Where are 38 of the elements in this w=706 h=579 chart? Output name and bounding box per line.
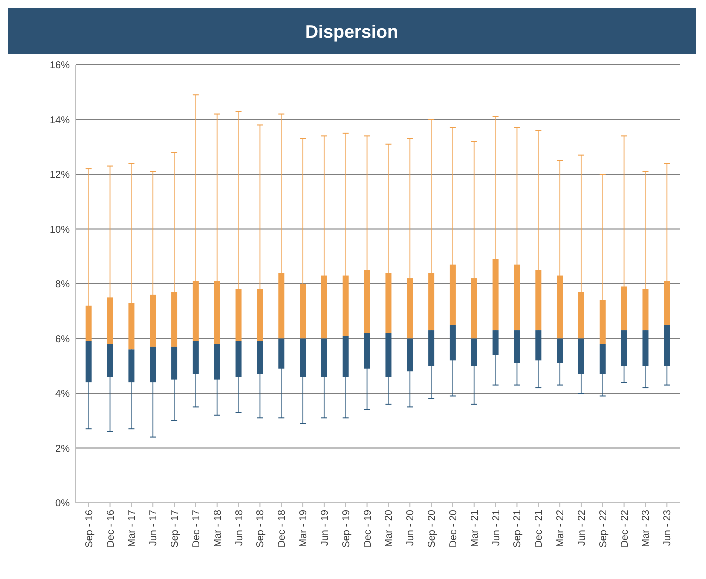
chart-title: Dispersion <box>305 22 399 42</box>
y-tick-label: 14% <box>50 115 70 126</box>
y-tick-label: 2% <box>56 444 70 455</box>
x-tick-label: Sep - 17 <box>170 510 182 548</box>
y-tick-label: 6% <box>56 334 70 346</box>
x-tick-label: Mar - 22 <box>556 510 567 548</box>
x-tick-label: Jun - 22 <box>576 510 588 546</box>
x-tick-label: Sep - 21 <box>512 510 524 548</box>
x-tick-label: Mar - 18 <box>212 510 224 548</box>
y-tick-label: 4% <box>56 389 70 400</box>
x-tick-label: Dec - 21 <box>534 510 546 548</box>
x-tick-label: Jun - 18 <box>234 510 246 546</box>
x-tick-label: Jun - 17 <box>148 510 160 546</box>
x-tick-label: Dec - 22 <box>620 510 631 548</box>
x-tick-label: Dec - 19 <box>362 510 374 548</box>
x-tick-label: Jun - 23 <box>662 510 674 546</box>
x-tick-label: Mar - 20 <box>384 510 396 548</box>
y-tick-label: 16% <box>50 60 70 72</box>
x-tick-label: Dec - 18 <box>277 510 288 548</box>
x-tick-label: Mar - 21 <box>470 510 481 548</box>
y-tick-label: 8% <box>56 280 70 290</box>
x-tick-label: Mar - 17 <box>127 510 138 548</box>
x-tick-label: Mar - 23 <box>641 510 652 548</box>
x-tick-label: Sep - 18 <box>256 510 267 548</box>
x-tick-label: Jun - 21 <box>491 510 502 546</box>
y-tick-label: 0% <box>56 498 70 510</box>
y-tick-label: 10% <box>50 224 70 236</box>
x-tick-label: Jun - 20 <box>406 510 417 546</box>
x-tick-label: Sep - 16 <box>84 510 96 548</box>
x-tick-label: Sep - 20 <box>427 510 438 548</box>
x-tick-label: Sep - 19 <box>341 510 352 548</box>
x-tick-label: Dec - 17 <box>191 510 202 548</box>
x-tick-label: Sep - 22 <box>598 510 610 548</box>
x-tick-label: Mar - 19 <box>298 510 310 548</box>
x-tick-label: Dec - 16 <box>106 510 117 548</box>
y-tick-label: 12% <box>50 170 70 181</box>
x-tick-label: Jun - 19 <box>320 510 331 546</box>
x-tick-label: Dec - 20 <box>448 510 460 548</box>
